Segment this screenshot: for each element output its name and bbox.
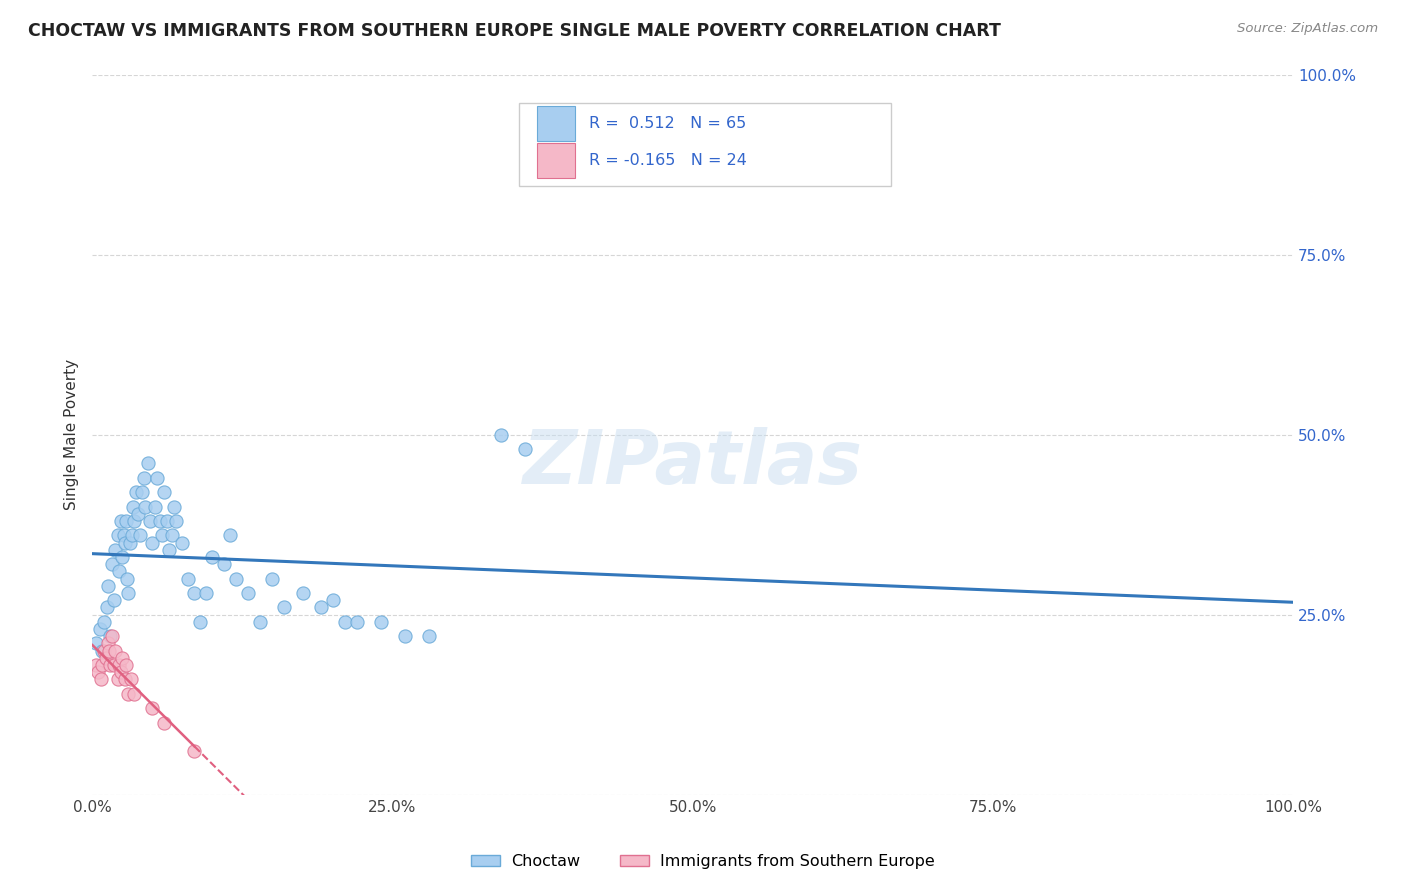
Point	[104, 643, 127, 657]
Point	[104, 542, 127, 557]
Text: R = -0.165   N = 24: R = -0.165 N = 24	[589, 153, 748, 168]
Point	[136, 457, 159, 471]
Point	[84, 658, 107, 673]
Point	[153, 485, 176, 500]
Point	[195, 586, 218, 600]
Point	[87, 665, 110, 680]
Point	[149, 514, 172, 528]
Point	[121, 528, 143, 542]
Point	[322, 593, 344, 607]
Point	[98, 643, 121, 657]
Point	[111, 651, 134, 665]
Text: ZIPatlas: ZIPatlas	[523, 427, 863, 500]
Bar	[537, 106, 575, 141]
Point	[96, 600, 118, 615]
Point	[172, 535, 194, 549]
Point	[153, 715, 176, 730]
Point	[89, 622, 111, 636]
Point	[346, 615, 368, 629]
Point	[115, 514, 138, 528]
Point	[127, 507, 149, 521]
Point	[238, 586, 260, 600]
Point	[91, 658, 114, 673]
Point	[163, 500, 186, 514]
Point	[115, 658, 138, 673]
Point	[84, 636, 107, 650]
Point	[333, 615, 356, 629]
Point	[100, 629, 122, 643]
Point	[214, 558, 236, 572]
Point	[124, 687, 146, 701]
Point	[219, 528, 242, 542]
Text: CHOCTAW VS IMMIGRANTS FROM SOUTHERN EUROPE SINGLE MALE POVERTY CORRELATION CHART: CHOCTAW VS IMMIGRANTS FROM SOUTHERN EURO…	[28, 22, 1001, 40]
Point	[394, 629, 416, 643]
Point	[150, 528, 173, 542]
Point	[489, 427, 512, 442]
Point	[90, 673, 112, 687]
Point	[139, 514, 162, 528]
Point	[160, 528, 183, 542]
Point	[110, 665, 132, 680]
Point	[146, 471, 169, 485]
Y-axis label: Single Male Poverty: Single Male Poverty	[65, 359, 79, 510]
Point	[157, 542, 180, 557]
Point	[100, 558, 122, 572]
Point	[183, 586, 205, 600]
Point	[190, 615, 212, 629]
Point	[100, 658, 122, 673]
Point	[418, 629, 440, 643]
Point	[513, 442, 536, 456]
Point	[122, 500, 145, 514]
Point	[273, 600, 295, 615]
Point	[291, 586, 314, 600]
Point	[108, 658, 131, 673]
Point	[108, 565, 131, 579]
Point	[97, 636, 120, 650]
Point	[370, 615, 392, 629]
Point	[141, 701, 163, 715]
Point	[100, 629, 122, 643]
Text: Source: ZipAtlas.com: Source: ZipAtlas.com	[1237, 22, 1378, 36]
Point	[93, 643, 115, 657]
Point	[115, 572, 138, 586]
Point	[134, 500, 156, 514]
Point	[93, 615, 115, 629]
Point	[143, 500, 166, 514]
Point	[112, 528, 135, 542]
Point	[249, 615, 271, 629]
Point	[183, 744, 205, 758]
Point	[177, 572, 200, 586]
FancyBboxPatch shape	[519, 103, 891, 186]
Point	[91, 643, 114, 657]
Point	[117, 586, 139, 600]
Point	[117, 687, 139, 701]
Point	[201, 549, 224, 564]
Point	[165, 514, 187, 528]
Point	[132, 471, 155, 485]
Point	[124, 485, 146, 500]
Point	[111, 549, 134, 564]
Point	[225, 572, 247, 586]
Legend: Choctaw, Immigrants from Southern Europe: Choctaw, Immigrants from Southern Europe	[465, 847, 941, 875]
Point	[141, 535, 163, 549]
Point	[124, 514, 146, 528]
Point	[97, 579, 120, 593]
Point	[94, 651, 117, 665]
Bar	[537, 144, 575, 178]
Point	[114, 673, 136, 687]
Point	[118, 535, 141, 549]
Point	[156, 514, 179, 528]
Point	[114, 535, 136, 549]
Point	[107, 673, 129, 687]
Text: R =  0.512   N = 65: R = 0.512 N = 65	[589, 116, 747, 131]
Point	[309, 600, 332, 615]
Point	[107, 528, 129, 542]
Point	[120, 673, 142, 687]
Point	[129, 528, 152, 542]
Point	[103, 658, 125, 673]
Point	[103, 593, 125, 607]
Point	[262, 572, 284, 586]
Point	[110, 514, 132, 528]
Point	[131, 485, 153, 500]
